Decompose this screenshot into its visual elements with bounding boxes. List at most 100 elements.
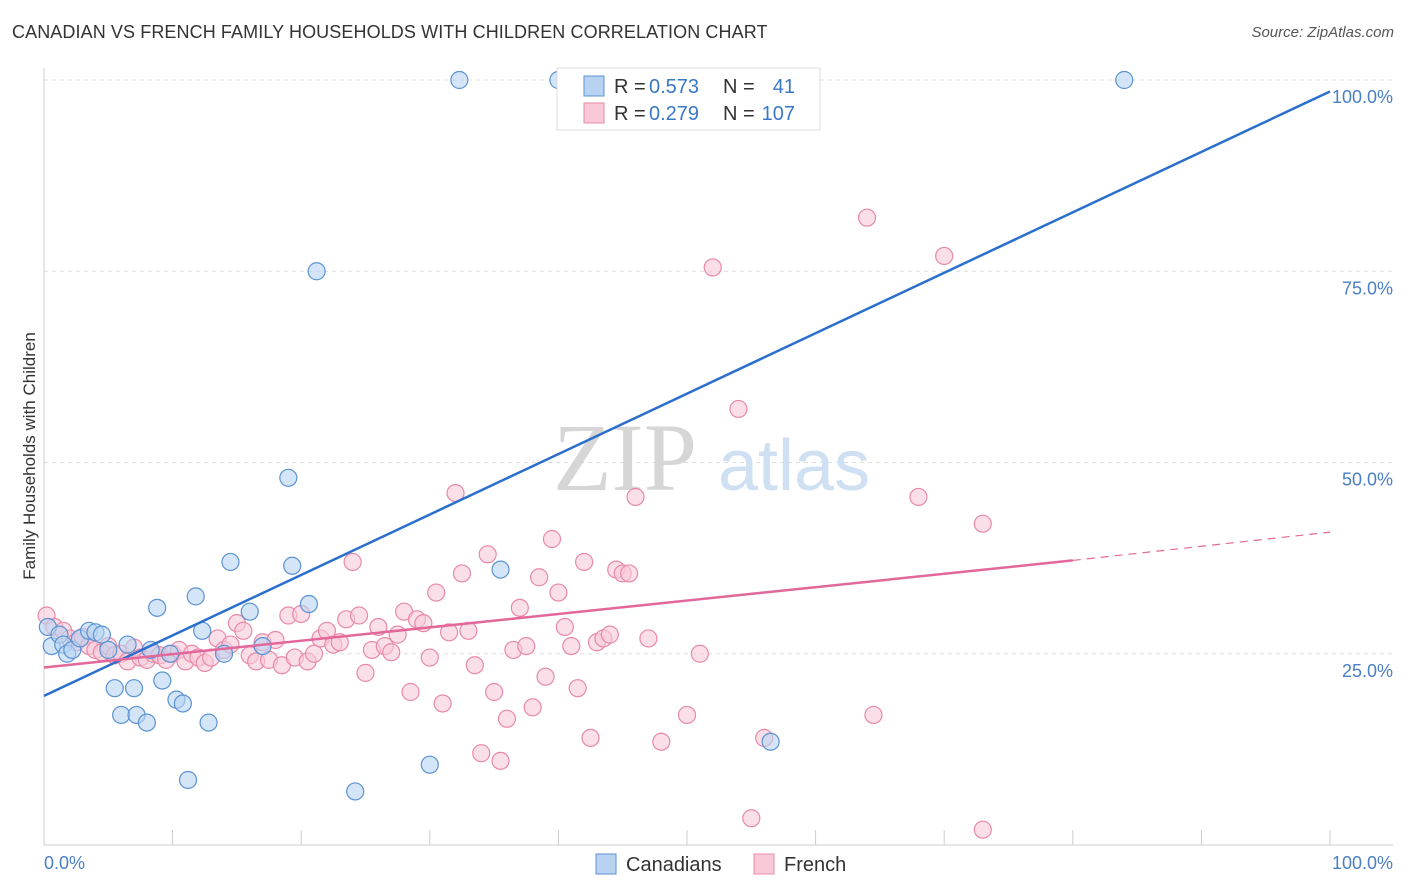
point-canadians-14 [124, 679, 144, 698]
point-french-82 [568, 679, 587, 698]
point-french-67 [472, 744, 491, 763]
point-canadians-37 [450, 70, 469, 90]
point-french-47 [343, 552, 362, 572]
point-french-71 [497, 709, 517, 728]
axes [43, 68, 1393, 846]
point-canadians-18 [148, 598, 167, 617]
trend-line-french-extension [1072, 531, 1331, 562]
point-canadians-35 [346, 782, 365, 801]
legend-n-value-canadians: 41 [773, 76, 795, 98]
legend-n-label-canadians: N = [723, 76, 755, 98]
point-french-70 [491, 751, 510, 770]
point-canadians-36 [420, 755, 439, 774]
y-tick-label-3: 100.0% [1332, 87, 1393, 107]
trend-line-french [43, 559, 1073, 669]
point-french-61 [433, 694, 452, 713]
point-canadians-34 [307, 262, 326, 281]
point-french-78 [542, 529, 562, 549]
point-french-80 [555, 617, 574, 637]
y-tick-label-1: 50.0% [1342, 470, 1393, 490]
point-french-74 [517, 636, 536, 656]
point-french-69 [485, 682, 504, 702]
point-canadians-16 [137, 713, 156, 732]
point-french-92 [639, 629, 658, 648]
point-canadians-23 [178, 770, 198, 790]
point-canadians-33 [299, 594, 319, 614]
watermark-atlas: atlas [718, 426, 870, 506]
point-french-94 [677, 705, 697, 725]
point-french-68 [478, 545, 497, 564]
point-canadians-22 [173, 694, 192, 713]
point-canadians-10 [99, 640, 118, 660]
point-french-83 [575, 552, 594, 572]
legend-n-value-french: 107 [762, 103, 795, 125]
point-canadians-24 [186, 587, 205, 606]
point-canadians-40 [761, 732, 780, 751]
y-axis-title: Family Households with Children [20, 332, 39, 580]
point-french-98 [742, 809, 761, 828]
point-french-62 [439, 623, 459, 642]
point-french-90 [620, 564, 639, 583]
point-french-49 [356, 663, 375, 682]
point-french-77 [536, 667, 555, 686]
trend-line-canadians [43, 90, 1331, 697]
point-french-96 [703, 258, 722, 277]
point-french-103 [935, 246, 954, 266]
legend-bottom-label-french: French [784, 854, 846, 876]
point-french-101 [864, 705, 883, 725]
point-canadians-32 [283, 556, 302, 575]
point-french-79 [549, 583, 568, 602]
point-french-81 [562, 636, 581, 656]
point-french-102 [909, 487, 928, 507]
point-canadians-11 [105, 679, 124, 698]
point-canadians-31 [279, 468, 298, 487]
point-french-75 [523, 698, 542, 717]
point-french-100 [857, 208, 877, 227]
point-french-76 [530, 568, 549, 587]
point-french-97 [729, 399, 748, 419]
point-french-41 [304, 644, 324, 663]
legend-swatch-canadians [583, 75, 605, 97]
legend-bottom-swatch-canadians [595, 853, 617, 875]
point-french-48 [349, 606, 369, 625]
legend-n-label-french: N = [723, 103, 755, 125]
point-canadians-19 [153, 671, 172, 690]
point-canadians-13 [118, 635, 137, 654]
x-tick-label-max: 100.0% [1332, 853, 1393, 873]
point-canadians-29 [240, 602, 259, 621]
point-canadians-38 [491, 560, 510, 579]
legend-r-value-canadians: 0.573 [649, 76, 699, 98]
point-french-59 [420, 648, 439, 667]
legend-bottom-swatch-french [753, 853, 775, 875]
legend-r-label-canadians: R = [614, 76, 646, 98]
chart-title: CANADIAN VS FRENCH FAMILY HOUSEHOLDS WIT… [12, 22, 768, 42]
point-french-104 [973, 514, 992, 533]
point-french-105 [973, 820, 992, 839]
point-french-91 [626, 487, 645, 507]
point-canadians-26 [199, 713, 218, 732]
point-french-73 [510, 598, 529, 617]
legend-bottom-label-canadians: Canadians [626, 854, 722, 876]
point-french-30 [234, 621, 253, 640]
legend-stats: R = 0.573 N = 41 R = 0.279 N = 107 [556, 67, 821, 131]
legend-swatch-french [583, 102, 605, 124]
y-tick-label-2: 75.0% [1342, 278, 1393, 298]
watermark-zip: ZIP [553, 404, 697, 511]
point-french-87 [600, 625, 619, 644]
source-credit: Source: ZipAtlas.com [1251, 24, 1394, 41]
legend-r-label-french: R = [614, 103, 646, 125]
point-french-95 [690, 644, 709, 663]
y-tick-label-0: 25.0% [1342, 661, 1393, 681]
point-french-64 [452, 564, 472, 583]
trend-lines [43, 90, 1331, 697]
point-french-84 [581, 728, 600, 748]
y-tick-labels: 25.0% 50.0% 75.0% 100.0% [1332, 87, 1393, 681]
watermark: ZIP atlas [553, 404, 870, 511]
series-french-points [37, 208, 992, 839]
grid-lines [44, 79, 1393, 655]
legend-series: Canadians French [595, 853, 846, 876]
point-canadians-28 [221, 552, 240, 572]
point-french-60 [427, 583, 446, 602]
x-tick-label-min: 0.0% [44, 853, 85, 873]
